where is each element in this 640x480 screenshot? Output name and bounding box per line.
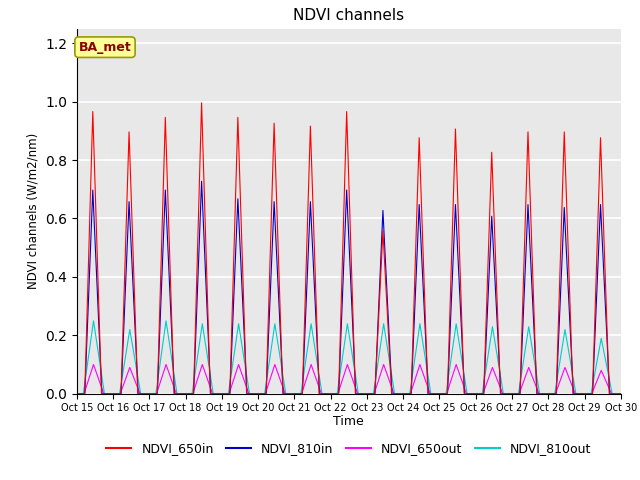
NDVI_650in	[442, 391, 449, 396]
NDVI_650in	[534, 391, 542, 396]
NDVI_810in	[102, 391, 110, 396]
NDVI_810in	[534, 391, 542, 396]
NDVI_650out	[442, 391, 449, 396]
Line: NDVI_810out: NDVI_810out	[77, 321, 640, 394]
Line: NDVI_650in: NDVI_650in	[77, 103, 640, 394]
NDVI_650out	[417, 362, 424, 368]
NDVI_650in	[73, 391, 81, 396]
NDVI_810in	[198, 179, 205, 184]
NDVI_810out	[283, 391, 291, 396]
NDVI_810in	[503, 391, 511, 396]
NDVI_810in	[442, 391, 449, 396]
NDVI_810out	[534, 381, 542, 387]
NDVI_650out	[283, 391, 291, 396]
Legend: NDVI_650in, NDVI_810in, NDVI_650out, NDVI_810out: NDVI_650in, NDVI_810in, NDVI_650out, NDV…	[101, 437, 596, 460]
Y-axis label: NDVI channels (W/m2/nm): NDVI channels (W/m2/nm)	[26, 133, 40, 289]
NDVI_810out	[102, 391, 110, 396]
NDVI_650in	[198, 100, 205, 106]
NDVI_650in	[503, 391, 511, 396]
NDVI_810out	[417, 323, 424, 328]
NDVI_650out	[503, 391, 511, 396]
NDVI_810in	[417, 223, 424, 229]
NDVI_810out	[503, 391, 511, 396]
NDVI_810in	[73, 391, 81, 396]
NDVI_650in	[102, 391, 110, 396]
Text: BA_met: BA_met	[79, 41, 131, 54]
NDVI_810in	[283, 391, 291, 396]
Line: NDVI_650out: NDVI_650out	[77, 364, 640, 394]
NDVI_650in	[283, 391, 291, 396]
X-axis label: Time: Time	[333, 415, 364, 428]
Line: NDVI_810in: NDVI_810in	[77, 181, 640, 394]
NDVI_650out	[534, 389, 542, 395]
NDVI_650out	[73, 391, 81, 396]
NDVI_650in	[417, 165, 424, 170]
NDVI_650out	[102, 391, 110, 396]
NDVI_810out	[442, 391, 449, 396]
NDVI_650out	[90, 361, 97, 367]
NDVI_810out	[90, 318, 97, 324]
Title: NDVI channels: NDVI channels	[293, 9, 404, 24]
NDVI_810out	[73, 391, 81, 396]
